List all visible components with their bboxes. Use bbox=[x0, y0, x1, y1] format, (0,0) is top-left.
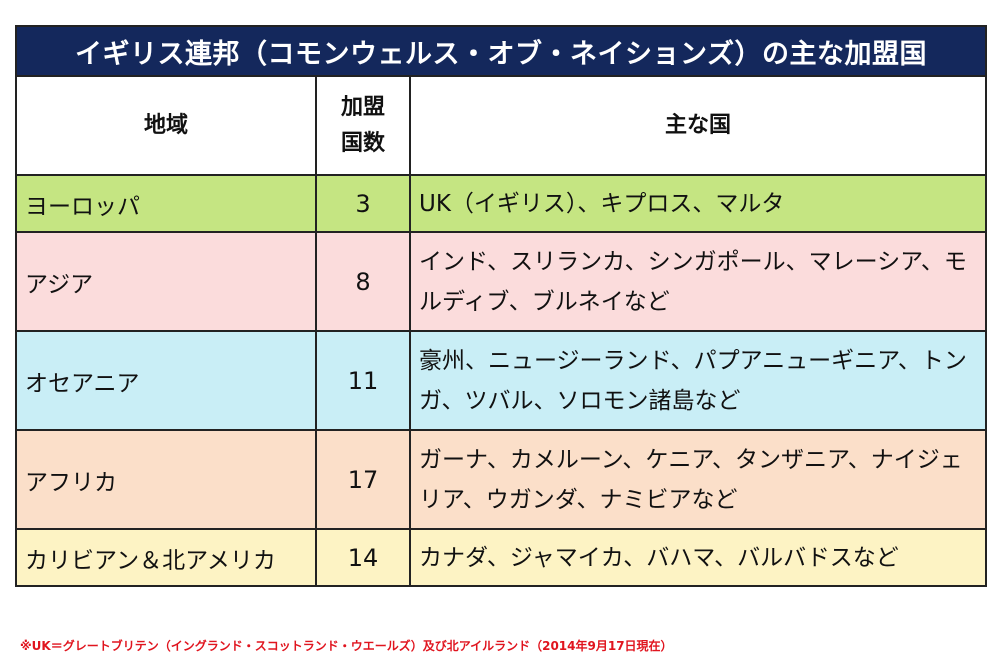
title-row: イギリス連邦（コモンウェルス・オブ・ネイションズ）の主な加盟国 bbox=[15, 25, 987, 77]
header-row: 地域 加盟 国数 主な国 bbox=[15, 75, 987, 176]
header-member-count: 加盟 国数 bbox=[315, 75, 411, 176]
countries-cell: ガーナ、カメルーン、ケニア、タンザニア、ナイジェリア、ウガンダ、ナミビアなど bbox=[409, 429, 987, 530]
countries-cell: インド、スリランカ、シンガポール、マレーシア、モルディブ、ブルネイなど bbox=[409, 231, 987, 332]
table-title: イギリス連邦（コモンウェルス・オブ・ネイションズ）の主な加盟国 bbox=[15, 25, 987, 77]
table-row: アジア 8 インド、スリランカ、シンガポール、マレーシア、モルディブ、ブルネイな… bbox=[15, 231, 987, 332]
header-count-line2: 国数 bbox=[340, 130, 385, 156]
count-cell: 8 bbox=[315, 231, 411, 332]
count-cell: 17 bbox=[315, 429, 411, 530]
table-row: ヨーロッパ 3 UK（イギリス）、キプロス、マルタ bbox=[15, 174, 987, 233]
countries-cell: UK（イギリス）、キプロス、マルタ bbox=[409, 174, 987, 233]
header-countries: 主な国 bbox=[409, 75, 987, 176]
table-row: オセアニア 11 豪州、ニュージーランド、パプアニューギニア、トンガ、ツバル、ソ… bbox=[15, 330, 987, 431]
region-cell: オセアニア bbox=[15, 330, 317, 431]
count-cell: 11 bbox=[315, 330, 411, 431]
table-row: カリビアン＆北アメリカ 14 カナダ、ジャマイカ、バハマ、バルバドスなど bbox=[15, 528, 987, 587]
region-cell: カリビアン＆北アメリカ bbox=[15, 528, 317, 587]
count-cell: 14 bbox=[315, 528, 411, 587]
header-count-line1: 加盟 bbox=[340, 94, 385, 120]
header-region: 地域 bbox=[15, 75, 317, 176]
region-cell: アジア bbox=[15, 231, 317, 332]
countries-cell: カナダ、ジャマイカ、バハマ、バルバドスなど bbox=[409, 528, 987, 587]
count-cell: 3 bbox=[315, 174, 411, 233]
region-cell: ヨーロッパ bbox=[15, 174, 317, 233]
commonwealth-table-container: イギリス連邦（コモンウェルス・オブ・ネイションズ）の主な加盟国 地域 加盟 国数… bbox=[15, 25, 987, 587]
countries-cell: 豪州、ニュージーランド、パプアニューギニア、トンガ、ツバル、ソロモン諸島など bbox=[409, 330, 987, 431]
region-cell: アフリカ bbox=[15, 429, 317, 530]
commonwealth-members-table: イギリス連邦（コモンウェルス・オブ・ネイションズ）の主な加盟国 地域 加盟 国数… bbox=[15, 25, 987, 587]
footnote: ※UK＝グレートブリテン（イングランド・スコットランド・ウエールズ）及び北アイル… bbox=[20, 639, 673, 653]
table-row: アフリカ 17 ガーナ、カメルーン、ケニア、タンザニア、ナイジェリア、ウガンダ、… bbox=[15, 429, 987, 530]
